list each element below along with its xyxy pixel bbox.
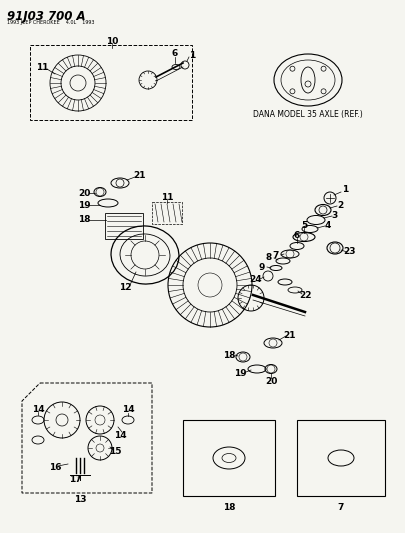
Text: 20: 20 bbox=[78, 189, 90, 198]
Text: 1: 1 bbox=[189, 52, 195, 61]
Bar bbox=[30, 45, 192, 120]
Text: 5: 5 bbox=[301, 221, 307, 230]
Text: 6: 6 bbox=[294, 230, 300, 239]
Text: 14: 14 bbox=[32, 405, 44, 414]
Text: 18: 18 bbox=[223, 503, 235, 512]
Bar bbox=[297, 420, 385, 496]
Text: 23: 23 bbox=[344, 247, 356, 256]
Text: 10: 10 bbox=[106, 36, 118, 45]
Text: 17: 17 bbox=[69, 475, 81, 484]
Text: 8: 8 bbox=[266, 253, 272, 262]
Text: 13: 13 bbox=[74, 496, 86, 505]
Text: 1993 JEEP CHEROKEE    4.0L    1993: 1993 JEEP CHEROKEE 4.0L 1993 bbox=[7, 20, 94, 25]
Text: 12: 12 bbox=[119, 284, 131, 293]
Bar bbox=[183, 420, 275, 496]
Text: 14: 14 bbox=[122, 406, 134, 415]
Text: 21: 21 bbox=[284, 330, 296, 340]
Text: 2: 2 bbox=[337, 200, 343, 209]
Text: 1: 1 bbox=[342, 185, 348, 195]
Text: 16: 16 bbox=[49, 463, 61, 472]
Text: 6: 6 bbox=[172, 50, 178, 59]
Text: 21: 21 bbox=[134, 172, 146, 181]
Text: 14: 14 bbox=[114, 431, 126, 440]
Text: 18: 18 bbox=[78, 215, 90, 224]
Text: 91J03 700 A: 91J03 700 A bbox=[7, 10, 85, 23]
Text: 4: 4 bbox=[325, 221, 331, 230]
Text: 11: 11 bbox=[36, 63, 48, 72]
Text: 20: 20 bbox=[265, 376, 277, 385]
Text: 18: 18 bbox=[223, 351, 235, 359]
Text: 19: 19 bbox=[234, 368, 246, 377]
Text: 9: 9 bbox=[259, 262, 265, 271]
Text: 7: 7 bbox=[273, 252, 279, 261]
Text: 19: 19 bbox=[78, 200, 90, 209]
Text: DANA MODEL 35 AXLE (REF.): DANA MODEL 35 AXLE (REF.) bbox=[253, 110, 363, 119]
Bar bbox=[105, 213, 143, 239]
Text: 11: 11 bbox=[161, 193, 173, 203]
Text: 22: 22 bbox=[299, 292, 311, 301]
Text: 7: 7 bbox=[338, 503, 344, 512]
Text: 3: 3 bbox=[332, 211, 338, 220]
Bar bbox=[152, 202, 182, 224]
Text: 15: 15 bbox=[109, 448, 121, 456]
Text: 24: 24 bbox=[250, 276, 262, 285]
